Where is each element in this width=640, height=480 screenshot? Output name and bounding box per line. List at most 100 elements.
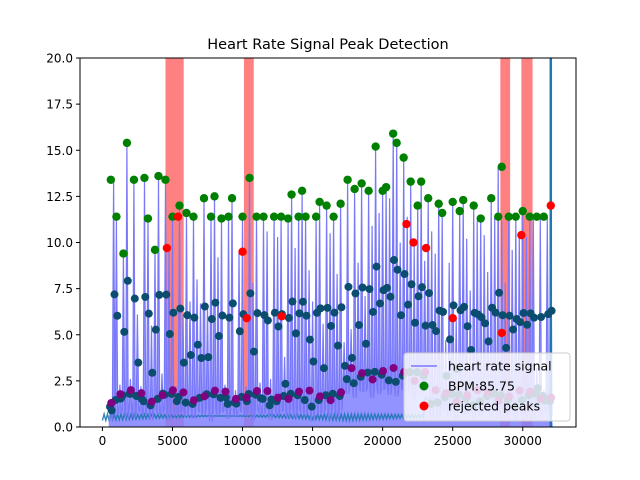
sub-peak-point [414, 292, 423, 301]
sub-peak-point [300, 396, 309, 405]
overlap-point [231, 394, 240, 403]
peak-point [217, 214, 226, 223]
sub-peak-point [389, 256, 398, 265]
sub-peak-point [151, 325, 160, 334]
peak-point [294, 212, 303, 221]
peak-point [448, 197, 457, 207]
overlap-point [347, 364, 356, 373]
peak-point [238, 212, 247, 221]
peak-point [476, 214, 485, 223]
sub-peak-point [270, 308, 279, 317]
sub-peak-point [211, 298, 220, 307]
sub-peak-point [523, 320, 532, 329]
overlap-point [294, 387, 303, 396]
peak-point [143, 214, 153, 223]
sub-peak-point [141, 292, 150, 301]
overlap-point [389, 363, 398, 372]
sub-peak-point [495, 288, 504, 297]
peak-point [437, 208, 447, 218]
peak-point [301, 212, 310, 221]
sub-peak-point [316, 304, 325, 313]
sub-peak-point [537, 313, 546, 322]
peak-point [539, 212, 548, 221]
peak-point [283, 214, 293, 223]
sub-peak-point [265, 401, 274, 410]
sub-peak-point [253, 309, 262, 318]
overlap-point [147, 397, 156, 406]
sub-peak-point [228, 299, 237, 308]
y-tick-label: 17.5 [46, 98, 73, 112]
peak-point [150, 245, 160, 255]
sub-peak-point [428, 321, 437, 330]
sub-peak-point [326, 321, 335, 330]
peak-point [434, 199, 443, 208]
overlap-point [107, 399, 116, 408]
rejected-point [448, 313, 457, 323]
rejected-point [162, 243, 172, 253]
x-tick-label: 20000 [364, 434, 402, 448]
legend-box [403, 352, 571, 422]
sub-peak-point [354, 321, 363, 330]
overlap-point [326, 396, 335, 405]
peak-point [269, 212, 279, 221]
peak-point [413, 201, 422, 210]
sub-peak-point [516, 318, 525, 327]
sub-peak-point [467, 345, 476, 354]
sub-peak-point [460, 302, 469, 311]
sub-peak-point [337, 303, 346, 312]
sub-peak-point [134, 358, 143, 367]
overlap-point [284, 394, 293, 403]
peak-point [297, 186, 307, 196]
sub-peak-point [323, 303, 332, 312]
sub-peak-point [139, 397, 148, 406]
sub-peak-point [519, 308, 528, 317]
sub-peak-point [368, 307, 377, 316]
rejected-point [497, 328, 506, 338]
sub-peak-point [186, 351, 195, 360]
sub-peak-point [130, 294, 139, 303]
sub-peak-point [484, 337, 493, 346]
y-tick-label: 12.5 [46, 190, 73, 204]
sub-peak-point [400, 270, 409, 279]
sub-peak-point [361, 339, 370, 348]
peak-point [161, 175, 170, 184]
sub-peak-point [181, 398, 190, 407]
overlap-point [368, 375, 377, 384]
y-tick-label: 10.0 [46, 236, 73, 250]
legend-marker-swatch [419, 381, 429, 391]
x-tick-label: 5000 [157, 434, 188, 448]
chart-title: Heart Rate Signal Peak Detection [207, 37, 448, 53]
rejected-region-3 [521, 58, 533, 427]
overlap-point [358, 369, 367, 378]
sub-peak-point [396, 311, 405, 320]
overlap-point [168, 386, 177, 395]
sub-peak-point [223, 399, 232, 408]
overlap-point [179, 388, 188, 397]
sub-peak-point [372, 262, 381, 271]
legend-label: rejected peaks [448, 399, 540, 414]
sub-peak-point [491, 308, 500, 317]
sub-peak-point [193, 340, 202, 349]
peak-point [350, 184, 359, 194]
sub-peak-point [382, 283, 391, 292]
peak-point [406, 177, 415, 186]
sub-peak-point [155, 290, 164, 299]
legend-label: heart rate signal [448, 359, 552, 374]
sub-peak-point [481, 319, 490, 328]
rejected-point [238, 247, 247, 256]
rejected-point [409, 238, 418, 247]
sub-peak-point [183, 311, 192, 320]
overlap-point [210, 386, 219, 395]
peak-point [210, 192, 219, 201]
sub-peak-point [274, 322, 283, 331]
sub-peak-point [365, 285, 374, 294]
rejected-point [546, 201, 555, 210]
sub-peak-point [144, 309, 153, 318]
overlap-point [305, 386, 314, 395]
peak-point [455, 206, 464, 216]
sub-peak-point [463, 322, 472, 331]
sub-peak-point [284, 313, 293, 322]
peak-point [392, 138, 401, 148]
rejected-point [277, 312, 286, 321]
peak-point [112, 212, 121, 221]
